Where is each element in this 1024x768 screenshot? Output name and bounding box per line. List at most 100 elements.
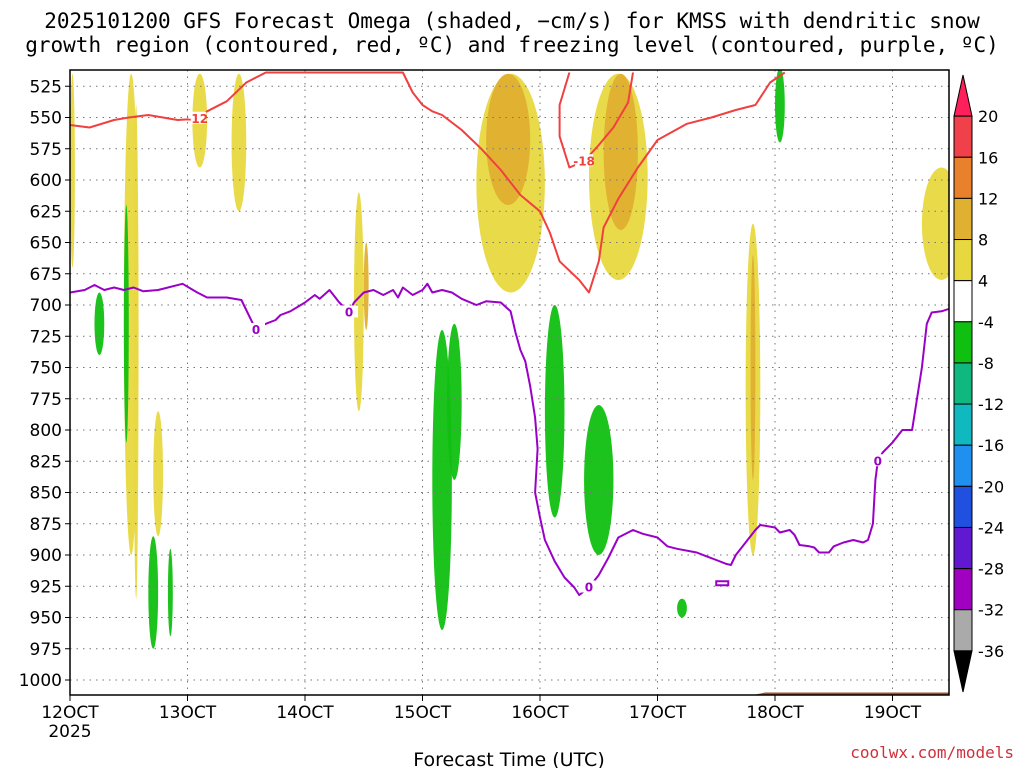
- chart-title-line-2: growth region (contoured, red, ºC) and f…: [25, 33, 999, 57]
- x-tick-label-18OCT: 18OCT: [746, 703, 804, 723]
- y-tick-label-650: 650: [30, 234, 62, 254]
- contour-label-bg: [868, 454, 887, 467]
- colorbar-label-2: 12: [978, 189, 998, 208]
- contour-label-bg: [340, 305, 359, 318]
- contour-label: 0: [585, 581, 593, 595]
- y-tick-label-700: 700: [30, 296, 62, 316]
- omega-shaded-cell-25: [775, 70, 785, 143]
- colorbar-swatch-3: [953, 197, 973, 241]
- contour-label: 0: [874, 454, 882, 468]
- contour-label-bg: [579, 580, 598, 593]
- omega-shaded-cell-0: [70, 73, 75, 268]
- y-tick-label-550: 550: [30, 109, 62, 129]
- y-tick-label-950: 950: [30, 609, 62, 629]
- y-tick-label-775: 775: [30, 390, 62, 410]
- y-tick-label-925: 925: [30, 577, 62, 597]
- colorbar-swatch-11: [953, 526, 973, 570]
- x-axis-label: Forecast Time (UTC): [413, 749, 604, 768]
- colorbar-top-arrow: [953, 74, 973, 117]
- y-tick-label-525: 525: [30, 77, 62, 97]
- y-tick-label-800: 800: [30, 421, 62, 441]
- colorbar-label-7: -12: [978, 395, 1004, 414]
- grid-lines: [70, 70, 949, 695]
- colorbar-swatch-5: [953, 280, 973, 323]
- omega-shaded-cell-21: [446, 323, 462, 480]
- contour-freezing-blob: [715, 580, 730, 587]
- omega-shaded-cell-9: [921, 167, 949, 280]
- colorbar-label-5: -4: [978, 313, 994, 332]
- colorbar-label-13: -36: [978, 642, 1004, 661]
- colorbar-label-6: -8: [978, 354, 994, 373]
- colorbar-swatch-10: [953, 485, 973, 528]
- contour-lines: -12-1800000: [70, 71, 949, 596]
- contour-label-bg: [247, 323, 266, 335]
- omega-shaded-cell-19: [123, 205, 129, 443]
- pressure-axis: 525 550 575 600 625 650 675 700 725 750 775 800 825 8…: [19, 77, 70, 691]
- x-tick-label-12OCT: 12OCT: [41, 703, 99, 723]
- colorbar-swatch-13: [953, 609, 973, 652]
- x-tick-label-15OCT: 15OCT: [394, 703, 452, 723]
- colorbar-label-3: 8: [978, 231, 988, 250]
- omega-shaded-cell-3: [153, 411, 164, 537]
- omega-shaded-cell-17: [148, 536, 159, 649]
- colorbar-label-10: -24: [978, 518, 1004, 537]
- omega-shaded-cell-23: [584, 405, 614, 555]
- y-tick-label-1000: 1000: [19, 671, 62, 691]
- contour-label: -12: [186, 112, 208, 126]
- omega-shaded-cell-5: [231, 73, 247, 212]
- omega-shaded-cell-6: [353, 192, 364, 412]
- y-tick-label-975: 975: [30, 640, 62, 660]
- plot-frame: [69, 69, 950, 696]
- y-tick-label-675: 675: [30, 265, 62, 285]
- colorbar-label-4: 4: [978, 272, 988, 291]
- y-tick-label-900: 900: [30, 546, 62, 566]
- y-tick-label-850: 850: [30, 484, 62, 504]
- colorbar-swatch-4: [953, 239, 973, 282]
- y-tick-label-625: 625: [30, 202, 62, 222]
- colorbar-swatch-2: [953, 156, 973, 199]
- omega-shaded-cell-13: [603, 73, 638, 230]
- omega-shaded-cell-24: [677, 598, 687, 618]
- colorbar: 20 16 12 8 4 -4 -8 -12 -16 -20 -24 -28 -32 -36: [953, 74, 1004, 693]
- colorbar-swatch-7: [953, 362, 973, 405]
- x-tick-label-17OCT: 17OCT: [629, 703, 687, 723]
- contour-label-bg: [575, 154, 594, 167]
- colorbar-label-9: -20: [978, 477, 1004, 496]
- y-tick-label-750: 750: [30, 359, 62, 379]
- colorbar-swatch-1: [953, 115, 973, 158]
- chart-title-line-1: 2025101200 GFS Forecast Omega (shaded, −…: [44, 9, 980, 33]
- source-credit: coolwx.com/models: [850, 743, 1014, 762]
- omega-shaded-cell-15: [363, 242, 369, 330]
- x-tick-label-19OCT: 19OCT: [864, 703, 922, 723]
- omega-shaded-cell-16: [94, 292, 105, 355]
- colorbar-label-1: 16: [978, 148, 998, 167]
- omega-shaded-cell-18: [167, 548, 173, 637]
- colorbar-label-12: -32: [978, 601, 1004, 620]
- x-tick-label-16OCT: 16OCT: [511, 703, 569, 723]
- omega-shaded-cell-12: [486, 73, 531, 205]
- omega-shaded-cell-22: [544, 305, 565, 518]
- colorbar-swatch-9: [953, 444, 973, 487]
- contour-line-2: [70, 282, 949, 596]
- y-tick-label-600: 600: [30, 171, 62, 191]
- colorbar-label-0: 20: [978, 107, 998, 126]
- y-tick-label-875: 875: [30, 515, 62, 535]
- colorbar-label-8: -16: [978, 436, 1004, 455]
- colorbar-bottom-arrow: [953, 650, 973, 693]
- x-tick-sublabel: 2025: [48, 722, 91, 742]
- contour-label-bg: [188, 111, 207, 124]
- colorbar-label-11: -28: [978, 560, 1004, 579]
- y-tick-label-725: 725: [30, 327, 62, 347]
- colorbar-swatch-6: [953, 321, 973, 364]
- contour-label: -18: [573, 154, 595, 168]
- x-tick-label-14OCT: 14OCT: [276, 703, 334, 723]
- y-tick-label-575: 575: [30, 140, 62, 160]
- contour-label: 0: [252, 323, 260, 337]
- omega-shaded-cell-2: [133, 105, 139, 599]
- colorbar-swatch-8: [953, 403, 973, 446]
- x-tick-label-13OCT: 13OCT: [159, 703, 217, 723]
- omega-shaded-cell-20: [432, 330, 452, 630]
- colorbar-swatch-12: [953, 568, 973, 611]
